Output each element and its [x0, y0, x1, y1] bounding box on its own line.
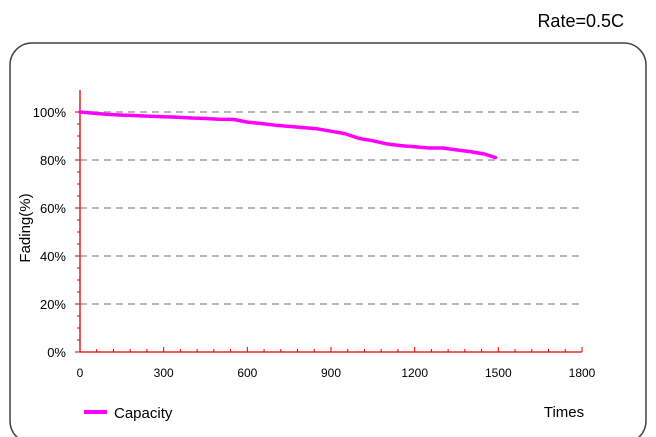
- series-lines: [78, 110, 498, 160]
- legend: Capacity: [84, 405, 173, 422]
- x-tick-label: 300: [154, 366, 174, 380]
- series-line-capacity: [78, 110, 498, 160]
- y-tick-label: 40%: [40, 249, 66, 264]
- chart-title: Rate=0.5C: [537, 11, 624, 31]
- x-axis-label: Times: [544, 404, 584, 421]
- x-tick-label: 600: [237, 366, 257, 380]
- chart-frame: [9, 42, 647, 437]
- tick-labels: 0% 20% 40% 60% 80% 100% 0 300 600 900 1200 1500 1800: [33, 105, 596, 380]
- y-tick-label: 80%: [40, 153, 66, 168]
- x-tick-label: 1800: [569, 366, 596, 380]
- y-tick-label: 100%: [33, 105, 67, 120]
- y-tick-label: 20%: [40, 297, 66, 312]
- grid-lines: [80, 111, 582, 305]
- legend-label-capacity: Capacity: [114, 405, 173, 422]
- y-tick-label: 0%: [47, 345, 66, 360]
- x-tick-label: 1200: [401, 366, 428, 380]
- x-tick-label: 900: [321, 366, 341, 380]
- x-tick-label: 1500: [485, 366, 512, 380]
- x-tick-label: 0: [77, 366, 84, 380]
- axes: [75, 90, 583, 353]
- y-tick-label: 60%: [40, 201, 66, 216]
- y-axis-label: Fading(%): [17, 193, 34, 262]
